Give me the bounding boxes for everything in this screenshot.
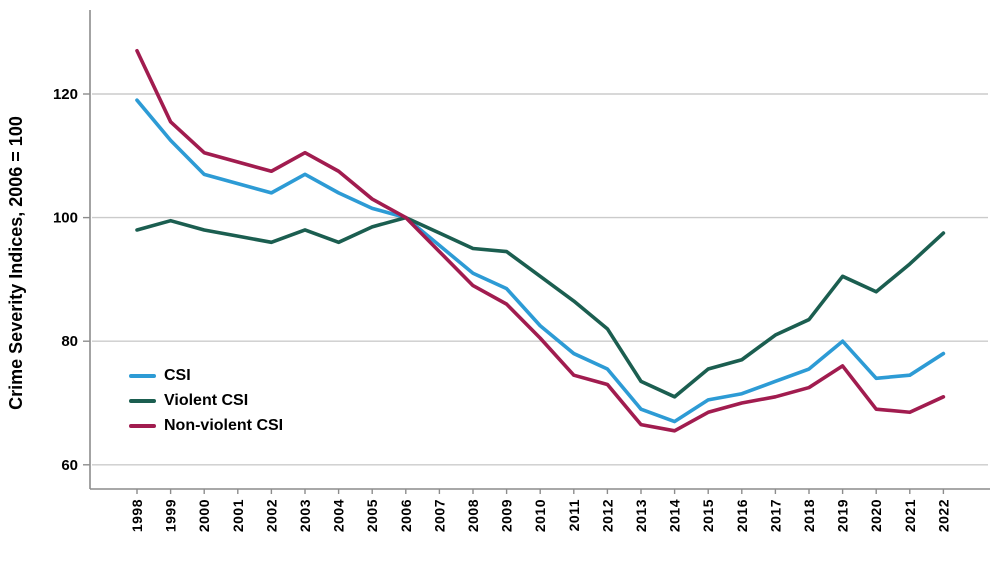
y-tick-label-80: 80 [61, 333, 78, 350]
y-axis-title: Crime Severity Indices, 2006 = 100 [6, 116, 26, 410]
x-tick-label-2006: 2006 [398, 499, 414, 532]
x-tick-label-2022: 2022 [935, 499, 951, 532]
x-tick-label-1999: 1999 [163, 499, 179, 532]
x-tick-label-2014: 2014 [667, 499, 683, 532]
axes: 60 80 100 120 1998 1999 2000 2001 2002 2003 2004 20… [53, 10, 990, 532]
legend-line-swatch-violent-csi [129, 398, 156, 403]
x-tick-label-2011: 2011 [566, 499, 582, 531]
legend-label-violent-csi: Violent CSI [164, 391, 249, 409]
series-line-violent-csi [135, 215, 946, 399]
x-tick-label-2007: 2007 [431, 499, 447, 532]
x-tick-label-1998: 1998 [129, 499, 145, 532]
x-tick-label-2019: 2019 [835, 499, 851, 532]
legend-label-csi: CSI [164, 366, 191, 384]
x-tick-label-2017: 2017 [767, 499, 783, 532]
y-tick-label-60: 60 [61, 457, 78, 474]
legend-label-non-violent-csi: Non-violent CSI [164, 416, 284, 434]
x-tick-label-2012: 2012 [599, 499, 615, 532]
series-line-csi [135, 98, 946, 424]
x-tick-label-2010: 2010 [532, 499, 548, 532]
x-tick-label-2021: 2021 [902, 499, 918, 532]
legend: CSI Violent CSI Non-violent CSI [129, 363, 283, 438]
x-tick-label-2002: 2002 [263, 499, 279, 532]
x-tick-label-2013: 2013 [633, 499, 649, 532]
x-tick-label-2016: 2016 [734, 499, 750, 532]
gridlines [92, 93, 988, 466]
legend-line-swatch-non-violent-csi [129, 423, 156, 428]
y-tick-label-100: 100 [53, 210, 78, 227]
legend-item-csi: CSI [129, 363, 283, 388]
legend-item-violent-csi: Violent CSI [129, 388, 283, 413]
x-tick-label-2018: 2018 [801, 499, 817, 532]
x-tick-label-2009: 2009 [499, 499, 515, 532]
x-tick-label-2008: 2008 [465, 499, 481, 532]
x-tick-label-2000: 2000 [196, 499, 212, 532]
x-tick-label-2020: 2020 [868, 499, 884, 532]
y-tick-label-120: 120 [53, 86, 78, 103]
series-lines [135, 48, 946, 433]
x-tick-label-2001: 2001 [230, 499, 246, 532]
x-tick-label-2003: 2003 [297, 499, 313, 532]
x-tick-label-2015: 2015 [700, 499, 716, 532]
legend-line-swatch-csi [129, 373, 156, 378]
legend-item-non-violent-csi: Non-violent CSI [129, 413, 283, 438]
x-tick-label-2005: 2005 [364, 499, 380, 532]
x-tick-label-2004: 2004 [331, 499, 347, 532]
series-line-non-violent-csi [135, 48, 946, 433]
